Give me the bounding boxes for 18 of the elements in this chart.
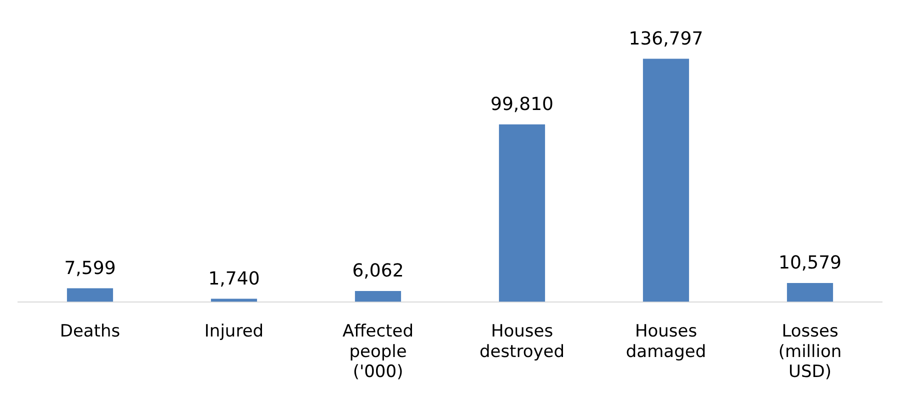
data-label: 6,062 bbox=[352, 260, 404, 282]
data-label: 7,599 bbox=[64, 258, 116, 279]
data-label: 1,740 bbox=[208, 268, 260, 290]
bar bbox=[642, 58, 690, 302]
x-tick-label: Houses destroyed bbox=[479, 321, 565, 362]
x-tick-label: Houses damaged bbox=[626, 321, 706, 362]
bar bbox=[354, 291, 402, 302]
x-tick-label: Deaths bbox=[60, 321, 120, 342]
data-label: 10,579 bbox=[778, 252, 842, 274]
x-tick-label: Losses (million USD) bbox=[778, 321, 842, 382]
bar bbox=[210, 298, 258, 302]
x-tick-label: Injured bbox=[204, 321, 264, 342]
bar bbox=[498, 124, 546, 302]
data-label: 136,797 bbox=[628, 28, 704, 50]
x-tick-label: Affected people ('000) bbox=[342, 321, 414, 382]
bar bbox=[66, 288, 114, 302]
bar bbox=[786, 283, 834, 302]
data-label: 99,810 bbox=[490, 94, 554, 116]
